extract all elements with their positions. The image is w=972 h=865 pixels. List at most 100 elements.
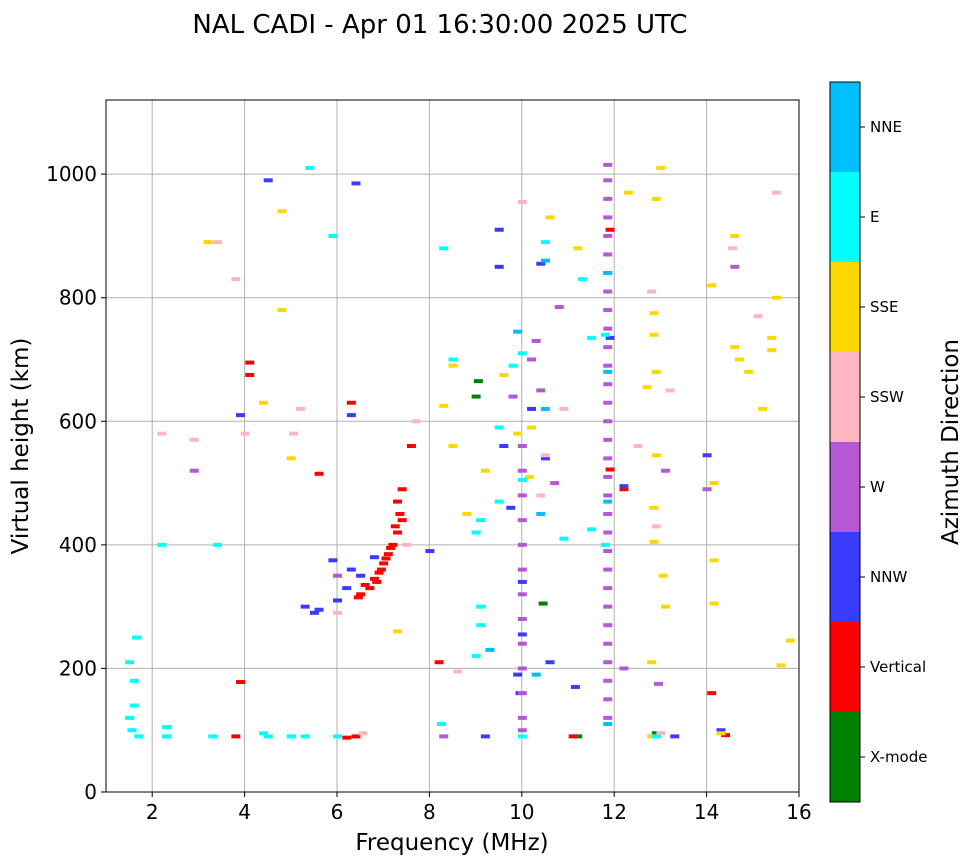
data-point [300,604,310,609]
data-point [603,196,613,201]
data-point [473,379,483,384]
data-point [554,304,564,309]
data-point [603,549,613,554]
data-point [600,542,610,547]
data-point [333,598,342,603]
data-point [603,567,613,572]
data-point [129,678,139,683]
colorbar-tick-label: NNW [870,568,907,586]
x-tick-label: 6 [331,800,344,824]
data-point [397,487,407,492]
data-point [517,715,527,720]
series-sse [203,165,795,739]
data-point [381,556,391,561]
data-marks [125,162,795,740]
data-point [346,400,356,405]
data-point [767,348,777,353]
data-point [517,734,527,739]
data-point [603,499,613,504]
x-tick-label: 10 [509,800,534,824]
data-point [540,258,550,263]
data-point [605,467,615,472]
data-point [603,437,613,442]
y-tick-label: 800 [59,286,97,310]
data-point [716,728,726,733]
data-point [393,530,403,535]
colorbar-tick-label: W [870,478,885,496]
data-point [513,672,523,677]
series-nne [485,258,613,727]
data-point [342,735,352,740]
data-point [305,165,315,170]
data-point [411,419,421,424]
data-point [649,332,659,337]
data-point [536,511,546,516]
data-point [603,641,613,646]
data-point [506,505,516,510]
data-point [286,734,296,739]
data-point [342,586,352,591]
data-point [517,567,527,572]
data-point [125,715,135,720]
data-point [603,400,613,405]
data-point [513,329,523,334]
data-point [603,511,613,516]
data-point [296,406,306,411]
data-point [517,542,527,547]
y-tick-label: 200 [59,656,97,680]
data-point [208,734,218,739]
data-point [603,604,613,609]
data-point [603,382,613,387]
y-tick-label: 1000 [46,162,97,186]
x-tick-label: 4 [238,800,251,824]
series-ssw [157,190,781,736]
data-point [517,468,527,473]
x-axis-ticks: 2 4 6 8 10 12 14 16 [146,792,812,824]
data-point [661,468,671,473]
data-point [376,567,386,572]
data-point [603,233,613,238]
data-point [439,734,449,739]
data-point [573,246,583,251]
data-point [603,623,613,628]
data-point [286,456,296,461]
data-point [517,493,527,498]
data-point [379,561,389,566]
data-point [346,567,356,572]
data-point [730,233,740,238]
data-point [647,289,657,294]
data-point [453,669,463,674]
data-point [603,474,613,479]
data-point [707,283,717,288]
colorbar-tick-label: NNE [870,118,902,136]
data-point [702,453,712,458]
data-point [619,487,629,492]
data-point [753,314,763,319]
data-point [603,660,613,665]
data-point [235,680,245,685]
data-point [658,573,668,578]
data-point [333,734,342,739]
data-point [709,601,719,606]
data-point [587,527,597,532]
data-point [642,385,652,390]
data-point [603,722,613,727]
data-point [395,511,405,516]
data-point [767,335,777,340]
data-point [603,697,613,702]
colorbar-segment [830,532,860,622]
data-point [436,722,446,727]
data-point [603,715,613,720]
data-point [189,468,199,473]
data-point [517,617,527,621]
x-tick-label: 14 [694,800,719,824]
data-point [603,456,613,461]
data-point [517,666,527,671]
data-point [240,431,250,436]
data-point [448,444,458,448]
data-point [647,660,657,665]
data-point [402,542,412,547]
data-point [603,326,613,331]
data-point [734,357,744,362]
data-point [263,734,273,739]
